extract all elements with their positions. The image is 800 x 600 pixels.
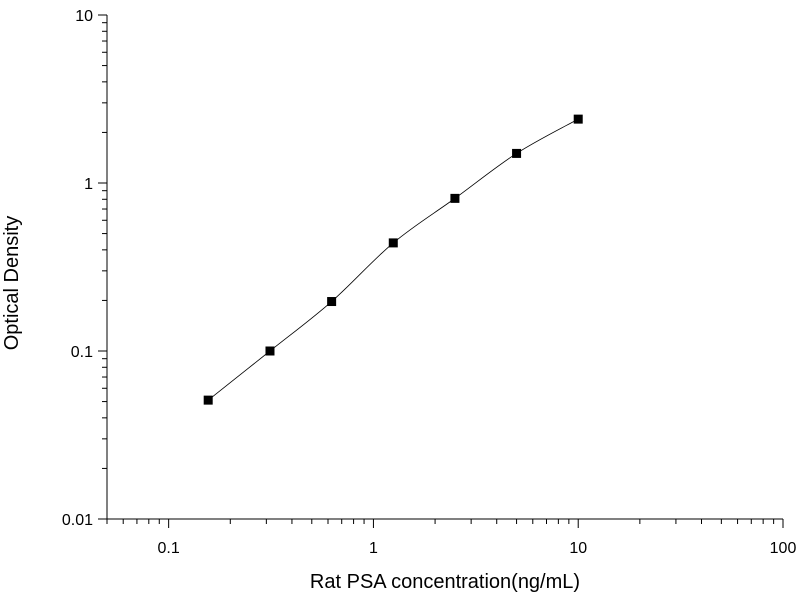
x-tick-label: 1: [369, 540, 378, 557]
tick-labels: 0.1 1 10 100 0.01 0.1 1 10: [62, 8, 797, 557]
x-axis-title: Rat PSA concentration(ng/mL): [310, 571, 580, 593]
data-points: [203, 114, 583, 405]
x-tick-label: 10: [569, 540, 587, 557]
data-point: [450, 193, 460, 203]
x-tick-label: 100: [770, 540, 797, 557]
ticks: [98, 14, 784, 528]
plot-frame: [106, 15, 783, 520]
y-tick-label: 10: [75, 8, 93, 25]
y-axis-title: Optical Density: [1, 216, 23, 351]
y-tick-label: 0.1: [71, 344, 93, 361]
fit-curve: [207, 118, 579, 401]
data-point: [512, 148, 522, 158]
data-point: [388, 238, 398, 248]
data-point: [203, 395, 213, 405]
data-point: [573, 114, 583, 124]
x-tick-label: 0.1: [158, 540, 180, 557]
y-tick-label: 0.01: [62, 512, 93, 529]
y-tick-label: 1: [84, 176, 93, 193]
data-point: [265, 346, 275, 356]
data-point: [327, 297, 337, 307]
